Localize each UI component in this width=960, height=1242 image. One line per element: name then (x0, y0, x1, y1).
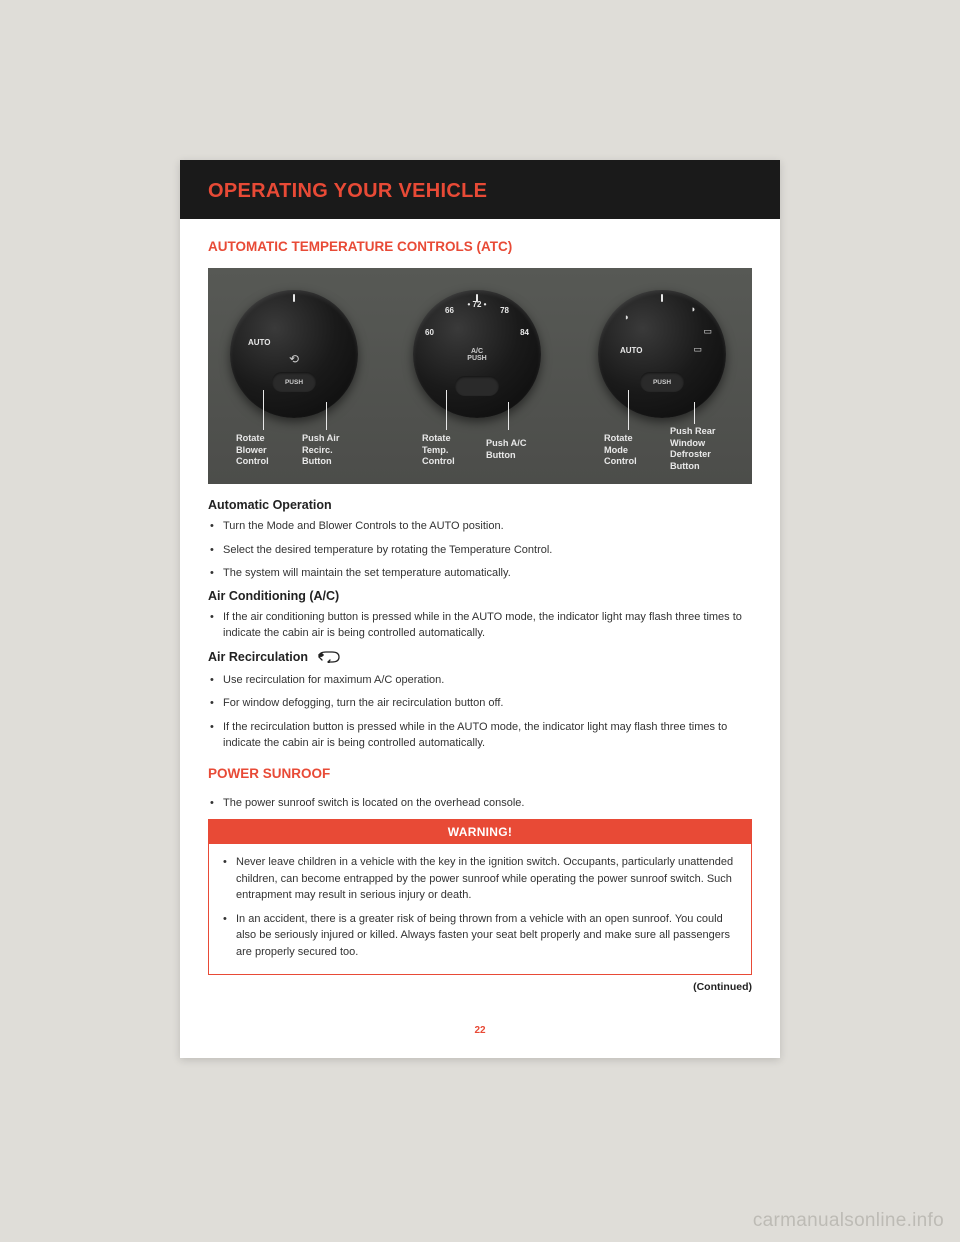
temp-78: 78 (500, 306, 509, 315)
temp-control-dial: 60 66 • 72 • 78 84 A/CPUSH (413, 290, 541, 418)
ac-label: A/CPUSH (467, 348, 486, 362)
push-button-1: PUSH (272, 372, 316, 392)
warning-bullet-2: In an accident, there is a greater risk … (221, 911, 739, 961)
rear-defrost-icon: ▭ (693, 344, 702, 355)
temp-60: 60 (425, 328, 434, 337)
mode-control-dial: ◗ ◗ ▭ AUTO ▭ PUSH (598, 290, 726, 418)
header-title: OPERATING YOUR VEHICLE (208, 180, 752, 203)
warning-box: WARNING! Never leave children in a vehic… (208, 819, 752, 975)
callout-rear-defrost: Push Rear Window Defroster Button (670, 426, 715, 472)
face-vent-icon: ◗ (624, 312, 629, 322)
page-content: AUTOMATIC TEMPERATURE CONTROLS (ATC) AUT… (180, 219, 780, 1025)
callout-recirc: Push Air Recirc. Button (302, 433, 339, 468)
subhead-auto-op: Automatic Operation (208, 498, 752, 512)
temp-72: • 72 • (468, 300, 487, 309)
watermark: carmanualsonline.info (753, 1210, 944, 1232)
push-button-3: PUSH (640, 372, 684, 392)
page-number: 22 (180, 1025, 780, 1058)
bullet-sunroof-1: The power sunroof switch is located on t… (208, 795, 752, 812)
bullet-ac-1: If the air conditioning button is presse… (208, 609, 752, 642)
subhead-ac: Air Conditioning (A/C) (208, 589, 752, 603)
subhead-recirc-text: Air Recirculation (208, 649, 308, 663)
bullet-recirc-2: For window defogging, turn the air recir… (208, 695, 752, 712)
warning-bullet-1: Never leave children in a vehicle with t… (221, 854, 739, 904)
temp-84: 84 (520, 328, 529, 337)
bullet-recirc-3: If the recirculation button is pressed w… (208, 719, 752, 752)
manual-page: OPERATING YOUR VEHICLE AUTOMATIC TEMPERA… (180, 160, 780, 1058)
subhead-recirc: Air Recirculation (208, 649, 752, 666)
callout-mode: Rotate Mode Control (604, 433, 637, 468)
recirc-icon: ⟲ (289, 352, 299, 366)
recirc-inline-icon (316, 649, 340, 666)
bullet-recirc-1: Use recirculation for maximum A/C operat… (208, 672, 752, 689)
warning-header: WARNING! (209, 820, 751, 844)
blower-control-dial: AUTO ⟲ PUSH (230, 290, 358, 418)
auto-label-3: AUTO (620, 346, 643, 355)
continued-label: (Continued) (208, 981, 752, 993)
callout-blower: Rotate Blower Control (236, 433, 269, 468)
atc-controls-diagram: AUTO ⟲ PUSH 60 66 • 72 • 78 84 A/CPUSH ◗… (208, 268, 752, 484)
section-title-atc: AUTOMATIC TEMPERATURE CONTROLS (ATC) (208, 239, 752, 254)
callout-ac: Push A/C Button (486, 438, 527, 461)
callout-temp: Rotate Temp. Control (422, 433, 455, 468)
header-bar: OPERATING YOUR VEHICLE (180, 160, 780, 219)
auto-label: AUTO (248, 338, 271, 347)
defrost-icon: ▭ (703, 326, 712, 337)
bullet-auto-1: Turn the Mode and Blower Controls to the… (208, 518, 752, 535)
bullet-auto-3: The system will maintain the set tempera… (208, 565, 752, 582)
temp-66: 66 (445, 306, 454, 315)
bullet-auto-2: Select the desired temperature by rotati… (208, 542, 752, 559)
warning-body: Never leave children in a vehicle with t… (209, 844, 751, 974)
mix-vent-icon: ◗ (691, 304, 696, 314)
push-button-2 (455, 376, 499, 396)
section-title-sunroof: POWER SUNROOF (208, 766, 752, 781)
